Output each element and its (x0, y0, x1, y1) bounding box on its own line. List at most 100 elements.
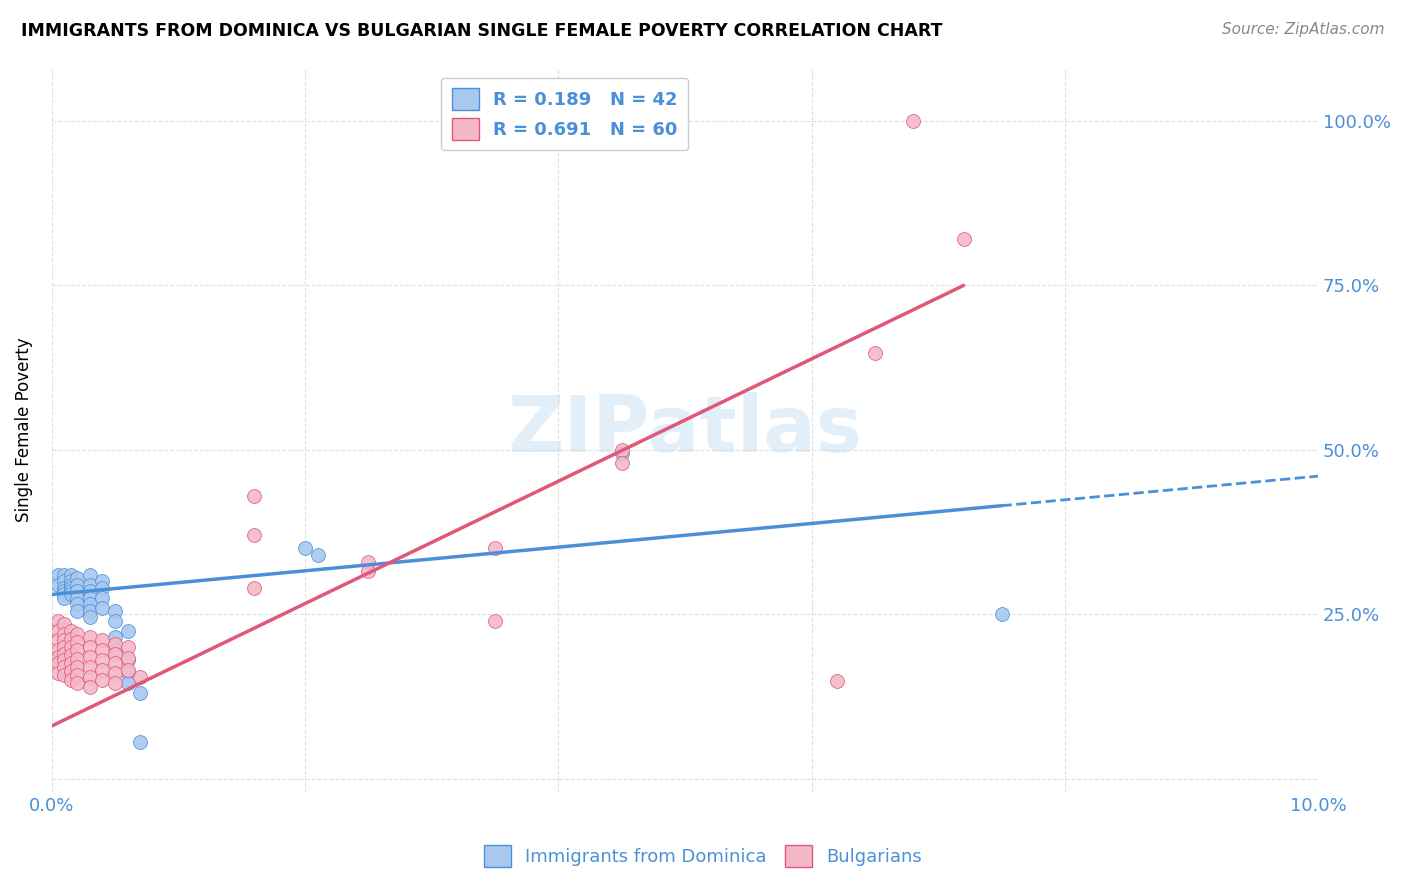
Point (294, 541, 316, 556)
Point (66, 643, 89, 657)
Point (53, 647, 76, 661)
Point (53, 667, 76, 681)
Point (91, 581, 114, 595)
Point (66, 591, 89, 605)
Point (307, 548, 329, 562)
Text: ZIPatlas: ZIPatlas (508, 392, 862, 468)
Point (79, 660, 101, 674)
Point (59, 577, 82, 591)
Point (66, 635, 89, 649)
Legend: R = 0.189   N = 42, R = 0.691   N = 60: R = 0.189 N = 42, R = 0.691 N = 60 (440, 78, 689, 151)
Point (91, 591, 114, 605)
Point (59, 640, 82, 654)
Point (53, 627, 76, 641)
Point (91, 600, 114, 615)
Point (610, 446, 633, 460)
Point (53, 574, 76, 589)
Point (484, 541, 506, 556)
Point (104, 604, 127, 618)
Point (66, 676, 89, 690)
Point (117, 663, 139, 677)
Point (91, 633, 114, 648)
Y-axis label: Single Female Poverty: Single Female Poverty (15, 338, 32, 523)
Point (104, 630, 127, 644)
Point (79, 630, 101, 644)
Legend: Immigrants from Dominica, Bulgarians: Immigrants from Dominica, Bulgarians (477, 838, 929, 874)
Point (53, 591, 76, 605)
Point (91, 643, 114, 657)
Point (952, 232, 974, 246)
Point (79, 591, 101, 605)
Point (53, 617, 76, 632)
Point (484, 614, 506, 628)
Point (46, 643, 69, 657)
Point (53, 640, 76, 654)
Point (117, 653, 139, 667)
Point (53, 567, 76, 582)
Point (79, 577, 101, 591)
Point (79, 610, 101, 624)
Point (91, 653, 114, 667)
Point (66, 584, 89, 599)
Point (59, 574, 82, 589)
Point (990, 607, 1012, 622)
Point (117, 666, 139, 681)
Point (79, 680, 101, 694)
Point (53, 587, 76, 601)
Point (104, 643, 127, 657)
Point (46, 624, 69, 638)
Point (79, 670, 101, 684)
Point (91, 663, 114, 677)
Point (129, 686, 152, 700)
Point (129, 670, 152, 684)
Point (79, 567, 101, 582)
Point (79, 584, 101, 599)
Point (59, 665, 82, 679)
Point (66, 667, 89, 681)
Point (53, 653, 76, 667)
Point (59, 648, 82, 662)
Point (66, 604, 89, 618)
Text: Source: ZipAtlas.com: Source: ZipAtlas.com (1222, 22, 1385, 37)
Point (59, 584, 82, 599)
Point (59, 673, 82, 687)
Point (610, 456, 633, 470)
Point (59, 581, 82, 595)
Point (243, 489, 266, 503)
Point (243, 581, 266, 595)
Point (46, 633, 69, 648)
Point (117, 651, 139, 665)
Point (46, 666, 69, 681)
Point (59, 657, 82, 671)
Point (59, 624, 82, 638)
Point (53, 633, 76, 648)
Point (104, 666, 127, 681)
Point (66, 597, 89, 611)
Point (91, 574, 114, 589)
Point (357, 555, 380, 569)
Point (59, 587, 82, 601)
Point (53, 660, 76, 674)
Point (357, 565, 380, 579)
Point (117, 676, 139, 690)
Point (901, 114, 924, 128)
Point (104, 637, 127, 651)
Point (59, 567, 82, 582)
Point (66, 577, 89, 591)
Point (825, 674, 848, 689)
Point (79, 649, 101, 664)
Point (53, 581, 76, 595)
Point (104, 657, 127, 671)
Point (46, 567, 69, 582)
Point (66, 571, 89, 585)
Point (104, 614, 127, 628)
Text: IMMIGRANTS FROM DOMINICA VS BULGARIAN SINGLE FEMALE POVERTY CORRELATION CHART: IMMIGRANTS FROM DOMINICA VS BULGARIAN SI… (21, 22, 942, 40)
Point (104, 676, 127, 690)
Point (46, 657, 69, 671)
Point (66, 652, 89, 666)
Point (129, 735, 152, 749)
Point (46, 577, 69, 591)
Point (243, 528, 266, 542)
Point (610, 442, 633, 457)
Point (46, 649, 69, 664)
